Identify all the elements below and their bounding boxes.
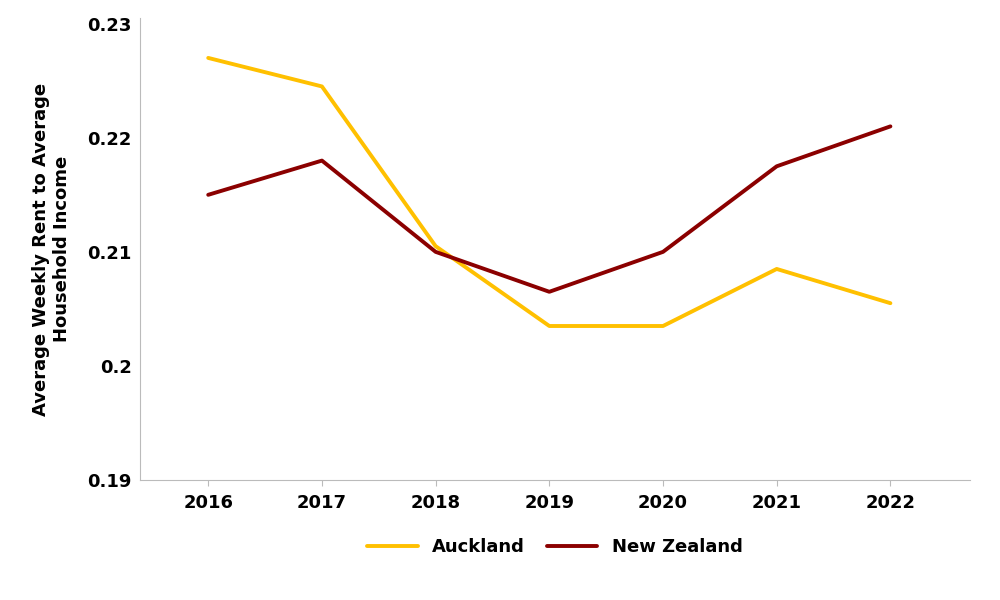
New Zealand	[316, 157, 328, 164]
Auckland	[771, 265, 783, 272]
New Zealand	[771, 163, 783, 170]
Auckland	[543, 322, 555, 329]
New Zealand	[430, 248, 442, 256]
New Zealand	[202, 191, 214, 199]
Legend: Auckland, New Zealand: Auckland, New Zealand	[360, 531, 750, 563]
Auckland	[657, 322, 669, 329]
New Zealand	[543, 288, 555, 295]
Y-axis label: Average Weekly Rent to Average
Household Income: Average Weekly Rent to Average Household…	[32, 82, 71, 416]
Auckland	[430, 242, 442, 250]
New Zealand	[884, 123, 896, 130]
Auckland	[316, 83, 328, 90]
Auckland	[884, 299, 896, 307]
Line: New Zealand: New Zealand	[208, 127, 890, 292]
Line: Auckland: Auckland	[208, 58, 890, 326]
Auckland	[202, 55, 214, 62]
New Zealand	[657, 248, 669, 256]
